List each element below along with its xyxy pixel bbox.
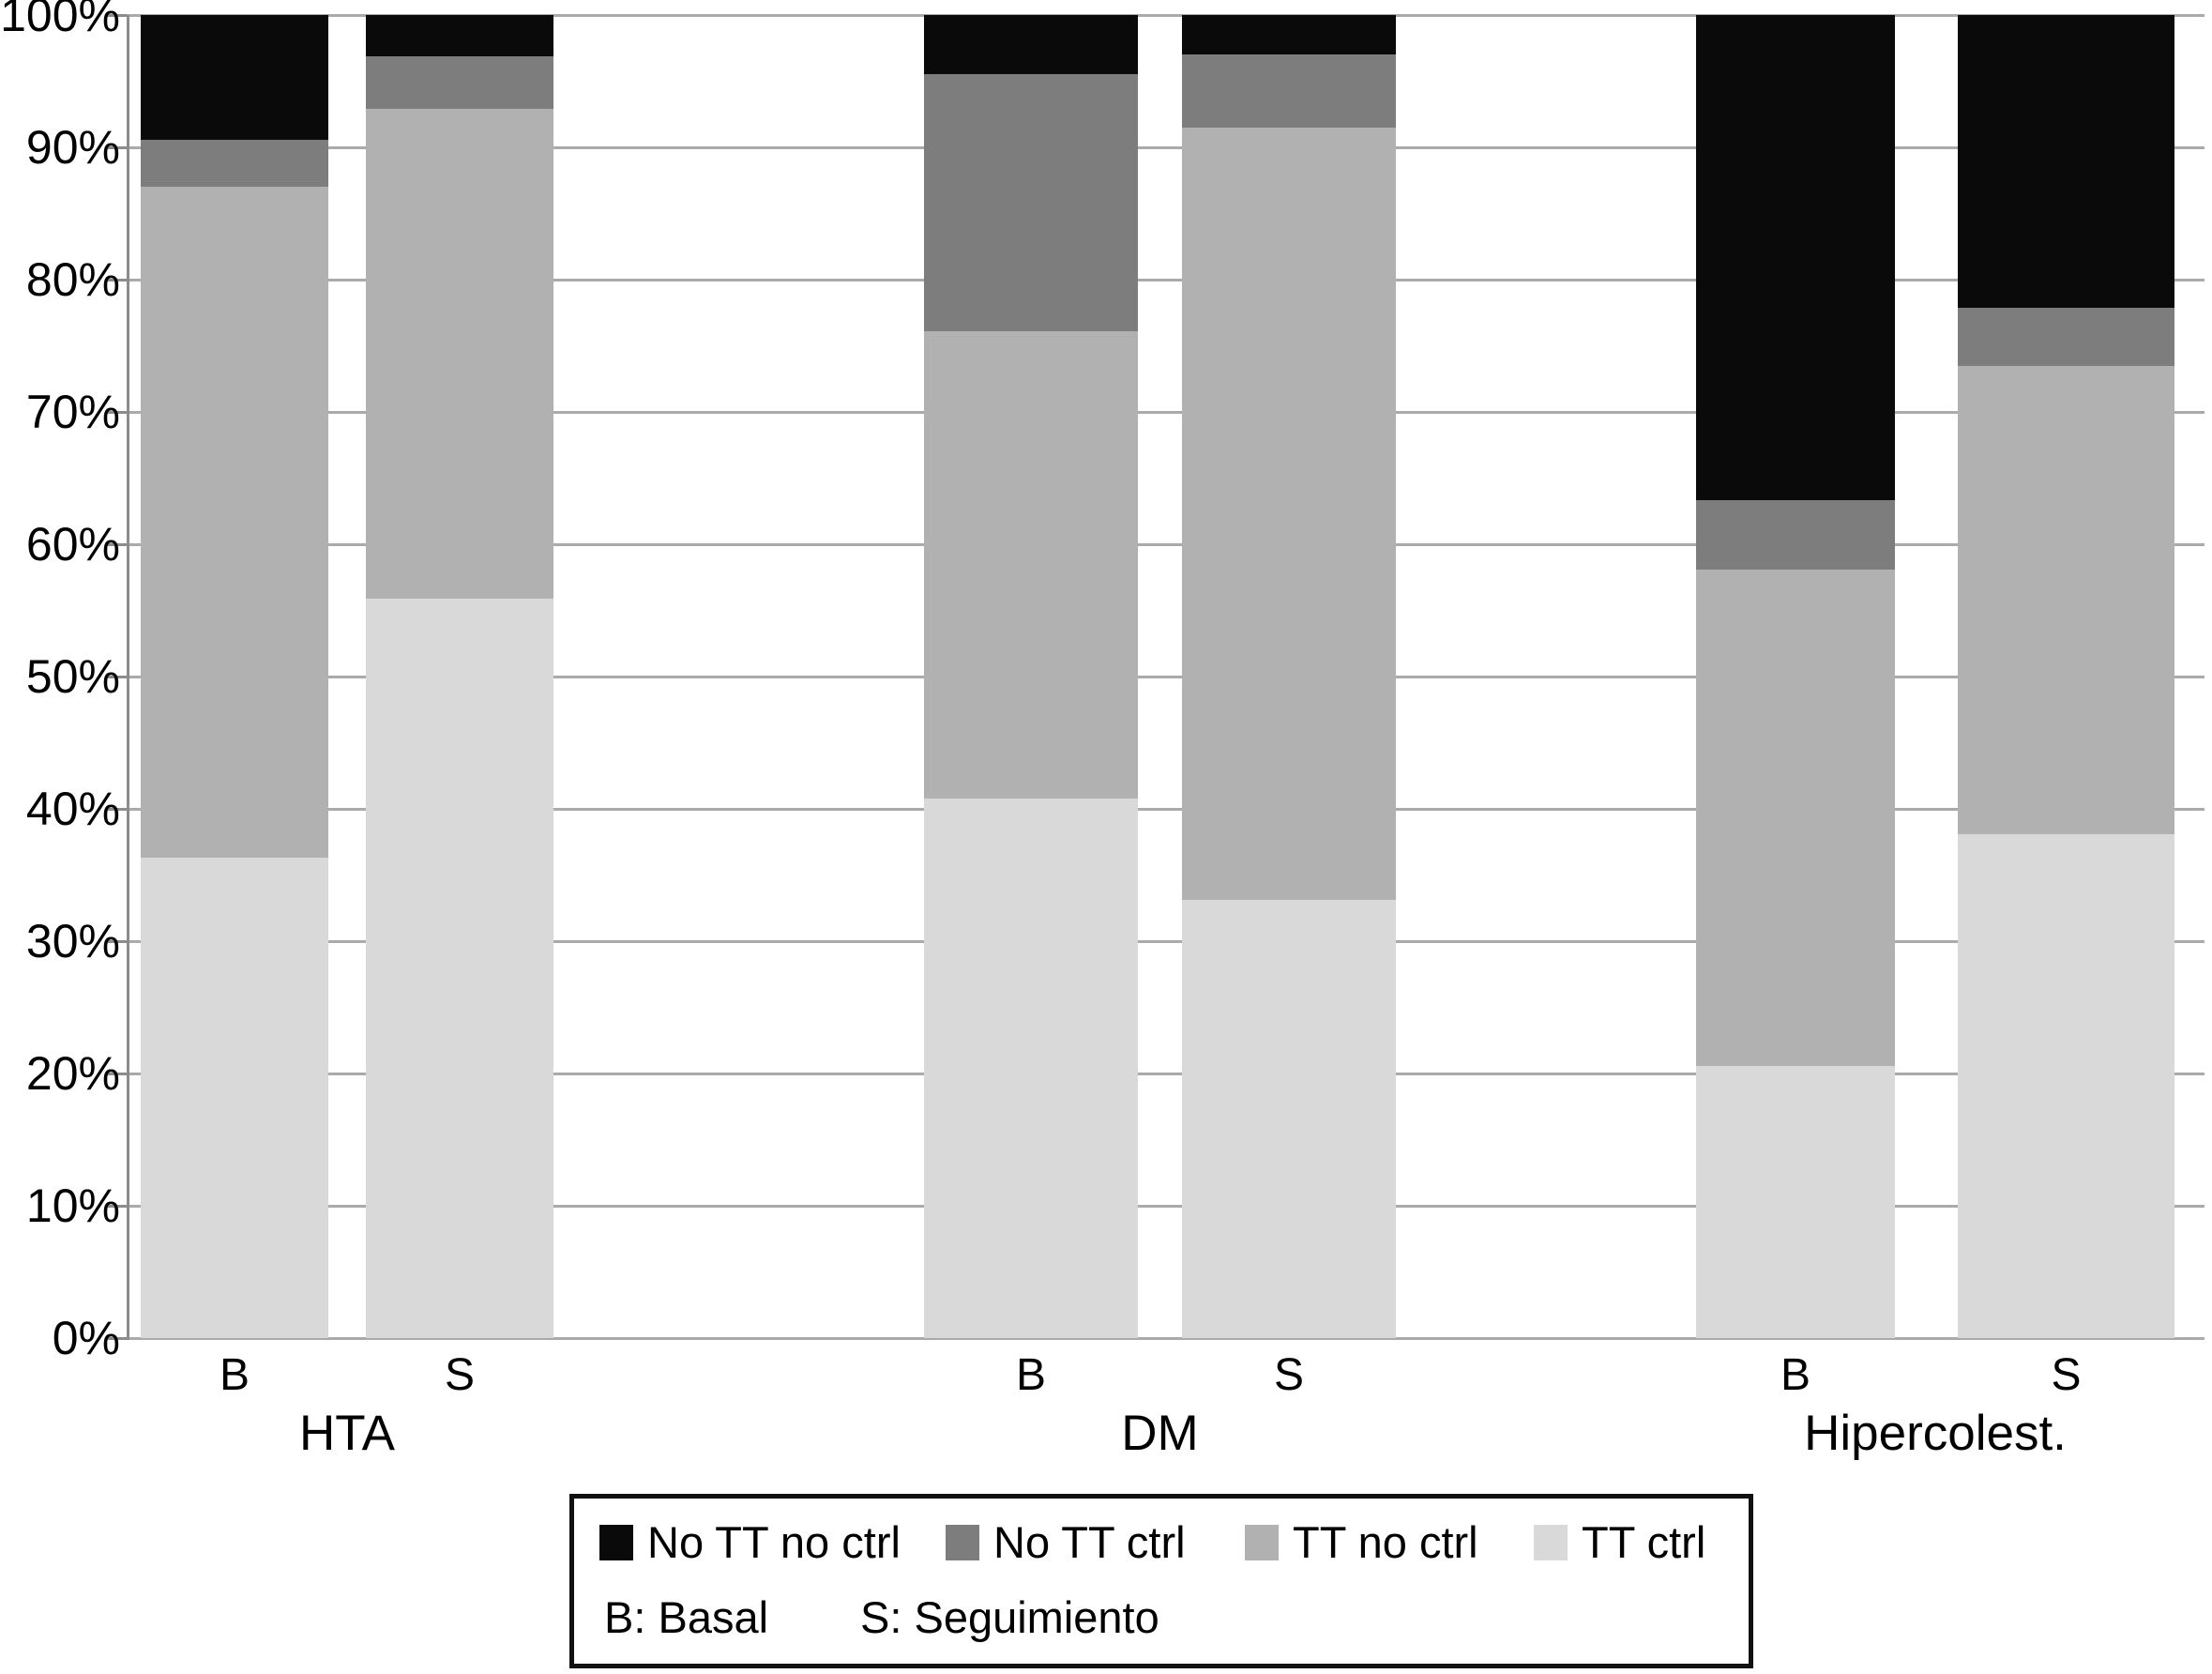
bar-Hipercolest. B (1696, 15, 1895, 1338)
gridline-0% (127, 1336, 2204, 1340)
y-tick-80% (105, 278, 127, 282)
segment-No TT no ctrl (1958, 15, 2174, 308)
segment-TT ctrl (1182, 900, 1396, 1338)
y-axis (127, 15, 129, 1340)
segment-TT ctrl (366, 598, 553, 1338)
group-label-Hipercolest.: Hipercolest. (1804, 1406, 2067, 1461)
segment-No TT no ctrl (1696, 15, 1895, 501)
legend-item-label: TT ctrl (1582, 1517, 1706, 1567)
segment-TT no ctrl (1182, 127, 1396, 901)
bar-Hipercolest. S (1958, 15, 2174, 1338)
y-tick-10% (105, 1204, 127, 1208)
y-tick-label: 80% (25, 253, 120, 306)
bar-DM B (924, 15, 1138, 1338)
segment-No TT no ctrl (141, 15, 328, 140)
segment-TT ctrl (1958, 833, 2174, 1338)
y-tick-label: 70% (25, 386, 120, 438)
legend-item-TT ctrl: TT ctrl (1534, 1519, 1705, 1566)
legend-item-label: TT no ctrl (1293, 1517, 1478, 1567)
segment-No TT ctrl (1696, 500, 1895, 570)
y-tick-100% (105, 13, 127, 17)
bar-DM S (1182, 15, 1396, 1338)
x-label-S: S (1273, 1350, 1304, 1400)
legend-swatch-TT ctrl (1534, 1525, 1568, 1560)
gridline-90% (127, 145, 2204, 149)
legend-item-label: No TT no ctrl (647, 1517, 901, 1567)
legend-item-No TT no ctrl: No TT no ctrl (599, 1519, 901, 1566)
legend: No TT no ctrl No TT ctrl TT no ctrl TT ctrl… (569, 1494, 1753, 1668)
segment-TT no ctrl (1958, 365, 2174, 834)
y-tick-0% (105, 1336, 127, 1340)
gridline-80% (127, 278, 2204, 282)
gridline-70% (127, 410, 2204, 414)
legend-note-seguimiento: S: Seguimiento (860, 1592, 1159, 1642)
x-label-B: B (1015, 1350, 1046, 1400)
group-label-HTA: HTA (298, 1406, 396, 1461)
gridline-60% (127, 542, 2204, 546)
segment-TT ctrl (141, 858, 328, 1338)
x-label-S: S (444, 1350, 475, 1400)
segment-No TT no ctrl (1182, 15, 1396, 55)
y-tick-20% (105, 1072, 127, 1075)
y-tick-40% (105, 807, 127, 811)
segment-No TT ctrl (1182, 54, 1396, 128)
segment-No TT ctrl (366, 55, 553, 110)
gridline-40% (127, 807, 2204, 811)
y-tick-label: 100% (0, 0, 120, 41)
gridline-10% (127, 1204, 2204, 1208)
segment-No TT no ctrl (366, 15, 553, 56)
segment-No TT ctrl (1958, 307, 2174, 366)
y-tick-50% (105, 675, 127, 678)
x-label-B: B (219, 1350, 250, 1400)
legend-note-basal: B: Basal (604, 1592, 769, 1642)
gridline-20% (127, 1072, 2204, 1075)
y-tick-label: 90% (25, 121, 120, 174)
y-tick-label: 40% (25, 783, 120, 835)
segment-No TT ctrl (924, 74, 1138, 332)
segment-TT no ctrl (924, 331, 1138, 799)
gridline-30% (127, 939, 2204, 943)
y-tick-30% (105, 939, 127, 943)
y-tick-70% (105, 410, 127, 414)
y-tick-label: 20% (25, 1047, 120, 1100)
y-tick-label: 10% (25, 1179, 120, 1232)
y-tick-60% (105, 542, 127, 546)
bar-HTA B (141, 15, 328, 1338)
legend-item-TT no ctrl: TT no ctrl (1245, 1519, 1478, 1566)
bar-HTA S (366, 15, 553, 1338)
segment-TT no ctrl (1696, 569, 1895, 1066)
segment-TT no ctrl (141, 187, 328, 859)
y-tick-label: 0% (52, 1312, 120, 1364)
segment-No TT no ctrl (924, 15, 1138, 75)
legend-item-label: No TT ctrl (993, 1517, 1186, 1567)
x-label-B: B (1780, 1350, 1811, 1400)
segment-No TT ctrl (141, 139, 328, 188)
gridline-100% (127, 13, 2204, 17)
y-tick-label: 30% (25, 915, 120, 967)
group-label-DM: DM (1121, 1406, 1199, 1461)
y-tick-90% (105, 145, 127, 149)
y-tick-label: 60% (25, 518, 120, 571)
segment-TT no ctrl (366, 109, 553, 599)
gridline-50% (127, 675, 2204, 678)
y-tick-label: 50% (25, 650, 120, 703)
x-label-S: S (2051, 1350, 2082, 1400)
segment-TT ctrl (924, 798, 1138, 1338)
segment-TT ctrl (1696, 1065, 1895, 1338)
legend-swatch-No TT no ctrl (599, 1525, 633, 1560)
legend-swatch-TT no ctrl (1245, 1525, 1279, 1560)
legend-swatch-No TT ctrl (946, 1525, 979, 1560)
legend-item-No TT ctrl: No TT ctrl (946, 1519, 1186, 1566)
